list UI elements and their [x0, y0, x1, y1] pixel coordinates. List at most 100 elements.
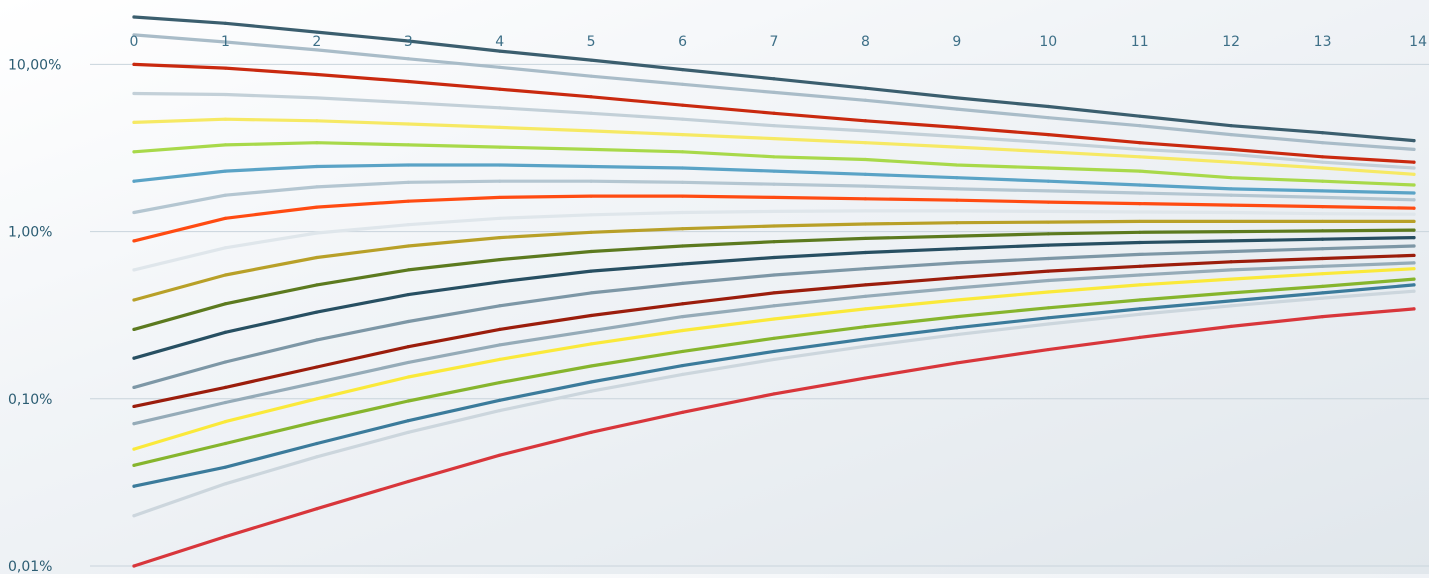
- x-tick-label: 7: [770, 34, 779, 50]
- grid-lines: [90, 63, 1429, 567]
- x-tick-label: 3: [404, 34, 413, 50]
- data-point: [132, 385, 136, 389]
- data-point: [223, 246, 228, 250]
- data-point: [498, 357, 502, 362]
- data-point: [498, 304, 502, 308]
- data-point: [1412, 228, 1416, 232]
- data-point: [863, 376, 868, 380]
- data-point: [772, 182, 776, 186]
- data-point: [406, 479, 410, 484]
- x-tick-label: 2: [312, 34, 321, 50]
- data-point: [772, 209, 776, 214]
- data-point: [132, 298, 136, 302]
- data-point: [315, 48, 319, 52]
- data-point: [1229, 152, 1233, 156]
- data-point: [1138, 252, 1142, 257]
- data-point: [132, 33, 136, 37]
- data-point: [132, 422, 136, 426]
- data-point: [315, 119, 319, 123]
- series-14: [132, 253, 1416, 409]
- data-point: [1138, 141, 1142, 145]
- series-18: [132, 283, 1416, 488]
- data-point: [406, 199, 410, 203]
- data-point: [498, 380, 502, 385]
- data-point: [132, 120, 136, 124]
- x-tick-label: 4: [495, 34, 504, 50]
- data-point: [1229, 124, 1233, 128]
- data-point: [1320, 160, 1325, 164]
- data-point: [1046, 116, 1050, 120]
- x-tick-label: 8: [861, 34, 870, 50]
- x-tick-label: 14: [1409, 34, 1427, 50]
- series-line-14: [132, 253, 1416, 408]
- data-point: [955, 315, 959, 319]
- data-point: [223, 216, 228, 220]
- data-point: [680, 302, 685, 306]
- data-point: [863, 86, 868, 90]
- data-point: [1138, 273, 1142, 277]
- data-point: [315, 72, 319, 77]
- data-point: [132, 356, 136, 360]
- y-tick-label: 1,00%: [8, 225, 52, 241]
- data-point: [955, 326, 959, 330]
- data-point: [589, 179, 593, 183]
- data-point: [132, 179, 136, 183]
- data-point: [1412, 147, 1416, 152]
- data-point: [1412, 212, 1416, 216]
- data-point: [1412, 166, 1416, 170]
- data-point: [589, 380, 593, 384]
- series-line-15: [132, 261, 1416, 426]
- x-tick-label: 0: [130, 34, 139, 50]
- data-point: [315, 164, 319, 169]
- data-point: [1412, 160, 1416, 164]
- data-point: [223, 66, 228, 70]
- data-point: [1320, 212, 1325, 216]
- data-point: [1138, 240, 1142, 245]
- data-point: [680, 349, 685, 354]
- data-point: [1320, 195, 1325, 200]
- data-point: [955, 333, 959, 337]
- data-point: [406, 79, 410, 84]
- data-point: [223, 420, 228, 424]
- data-point: [589, 364, 593, 368]
- data-point: [132, 210, 136, 215]
- data-point: [498, 65, 502, 69]
- data-point: [223, 385, 228, 389]
- data-point: [1320, 272, 1325, 276]
- y-tick-label: 0,10%: [8, 392, 52, 408]
- data-point: [772, 392, 776, 396]
- data-point: [1229, 291, 1233, 295]
- data-point: [223, 400, 228, 405]
- series-2: [132, 62, 1416, 164]
- data-point: [680, 281, 685, 285]
- data-point: [772, 77, 776, 81]
- data-point: [955, 276, 959, 280]
- data-point: [498, 343, 502, 347]
- series-1: [132, 33, 1416, 152]
- x-tick-label: 10: [1039, 34, 1057, 50]
- data-point: [772, 273, 776, 277]
- data-point: [863, 325, 868, 329]
- data-point: [589, 74, 593, 78]
- data-point: [1320, 219, 1325, 224]
- data-point: [863, 129, 868, 133]
- data-point: [1138, 312, 1142, 316]
- data-point: [1046, 189, 1050, 193]
- data-point: [132, 514, 136, 518]
- data-point: [406, 360, 410, 365]
- data-point: [680, 117, 685, 121]
- data-point: [680, 410, 685, 414]
- data-point: [223, 169, 228, 173]
- data-point: [315, 30, 319, 34]
- series-line-20: [132, 307, 1416, 568]
- data-point: [406, 223, 410, 227]
- data-point: [315, 420, 319, 424]
- data-point: [772, 90, 776, 94]
- data-point: [223, 482, 228, 486]
- data-point: [315, 441, 319, 446]
- data-point: [132, 62, 136, 66]
- data-point: [1138, 298, 1142, 302]
- data-point: [680, 328, 685, 333]
- data-point: [315, 141, 319, 145]
